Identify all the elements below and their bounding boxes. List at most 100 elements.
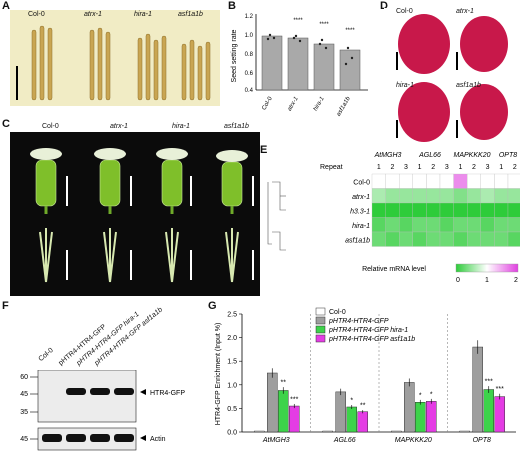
e-repeat-num: 2 bbox=[513, 164, 517, 171]
e-cell bbox=[385, 231, 400, 247]
e-cell bbox=[480, 217, 495, 233]
e-repeat-num: 1 bbox=[458, 164, 462, 171]
b-xtick: hira-1 bbox=[313, 96, 326, 112]
e-cell bbox=[385, 202, 400, 218]
e-cell bbox=[467, 202, 481, 218]
g-legend-swatch bbox=[315, 334, 326, 343]
d-label-atrx: atrx-1 bbox=[456, 8, 474, 15]
e-gene-label: MAPKKK20 bbox=[454, 152, 491, 159]
e-cell bbox=[426, 231, 441, 247]
flower-photo bbox=[10, 132, 260, 296]
e-legend-tick: 0 bbox=[456, 277, 460, 284]
f-lane-label: Col-0 bbox=[37, 346, 55, 363]
e-cell bbox=[467, 217, 481, 233]
e-repeat-num: 2 bbox=[390, 164, 394, 171]
g-bar bbox=[459, 430, 470, 433]
a-label-col0: Col-0 bbox=[28, 11, 45, 18]
g-ylabel: HTR4-GFP Enrichment (Input %) bbox=[215, 323, 222, 426]
e-cell bbox=[439, 217, 454, 233]
panel-label-g: G bbox=[208, 300, 217, 312]
panel-label-b: B bbox=[228, 0, 236, 12]
anther-photo bbox=[384, 8, 518, 148]
e-cell bbox=[412, 173, 427, 189]
g-bar bbox=[278, 390, 289, 433]
b-bar bbox=[287, 37, 309, 91]
e-cell bbox=[371, 231, 386, 247]
g-xtick: MAPKKK20 bbox=[395, 437, 432, 444]
e-repeat-num: 1 bbox=[377, 164, 381, 171]
b-ytick: 0.6 bbox=[245, 71, 254, 77]
e-cell bbox=[399, 188, 413, 204]
g-legend-label: pHTR4-HTR4-GFP asf1a1b bbox=[328, 336, 415, 343]
seed-setting-chart: 1.2 1.0 0.8 0.6 0.4 Seed setting rate **… bbox=[231, 14, 368, 117]
anther-drawing bbox=[396, 14, 508, 142]
e-cell bbox=[399, 217, 413, 233]
panel-label-c: C bbox=[2, 118, 10, 130]
e-cell bbox=[439, 231, 454, 247]
g-legend-label: Col-0 bbox=[329, 309, 346, 316]
e-repeat-num: 2 bbox=[472, 164, 476, 171]
e-gene-label: OPT8 bbox=[499, 152, 517, 159]
g-bar bbox=[335, 391, 346, 433]
g-star: ** bbox=[360, 403, 366, 410]
e-cell bbox=[453, 202, 468, 218]
e-cell bbox=[439, 173, 454, 189]
e-cell bbox=[480, 173, 495, 189]
c-label-asf: asf1a1b bbox=[224, 123, 249, 130]
g-bar bbox=[267, 372, 278, 433]
e-legend-tick: 2 bbox=[514, 277, 518, 284]
panel-label-e: E bbox=[260, 144, 268, 156]
g-bar bbox=[289, 405, 300, 433]
a-label-hira: hira-1 bbox=[134, 11, 152, 18]
expression-heatmap: AtMGH3 AGL66 MAPKKK20 OPT8 Repeat 1 2 3 1 2 3… bbox=[267, 152, 520, 284]
e-cell bbox=[467, 173, 481, 189]
e-repeat-num: 2 bbox=[431, 164, 435, 171]
g-ytick: 1.5 bbox=[227, 359, 237, 366]
g-xtick: AtMGH3 bbox=[262, 437, 290, 444]
e-cell bbox=[399, 231, 413, 247]
e-cell bbox=[385, 173, 400, 189]
g-bar bbox=[346, 406, 357, 433]
g-bar bbox=[357, 411, 368, 433]
e-repeat-num: 3 bbox=[486, 164, 490, 171]
g-star: *** bbox=[290, 396, 298, 403]
g-xtick: AGL66 bbox=[333, 437, 356, 444]
b-ytick: 1.2 bbox=[245, 14, 254, 20]
g-bar bbox=[391, 430, 402, 433]
e-cell bbox=[480, 202, 495, 218]
e-cell bbox=[507, 202, 520, 218]
g-xtick: OPT8 bbox=[473, 437, 491, 444]
e-row-label: atrx-1 bbox=[352, 194, 370, 201]
g-bar bbox=[415, 402, 426, 433]
g-bar bbox=[483, 389, 494, 433]
g-legend-swatch bbox=[315, 307, 326, 316]
e-cell bbox=[412, 217, 427, 233]
g-ytick: 2.0 bbox=[227, 335, 237, 342]
e-gene-label: AtMGH3 bbox=[374, 152, 402, 159]
e-legend-tick: 1 bbox=[485, 277, 489, 284]
e-legend-title: Relative mRNA level bbox=[362, 266, 426, 273]
g-bar bbox=[426, 401, 437, 433]
g-bar bbox=[254, 430, 265, 433]
g-star: *** bbox=[496, 386, 504, 393]
g-star: * bbox=[419, 392, 422, 399]
g-ytick: 0.0 bbox=[227, 430, 237, 437]
e-cell bbox=[426, 217, 441, 233]
e-cell bbox=[507, 188, 520, 204]
e-cell bbox=[494, 217, 509, 233]
f-band-htr4: HTR4-GFP bbox=[150, 390, 185, 397]
e-repeat-num: 3 bbox=[404, 164, 408, 171]
f-band-actin: Actin bbox=[150, 436, 166, 443]
g-star: ** bbox=[281, 379, 287, 386]
silique-photo bbox=[10, 10, 220, 106]
g-bar bbox=[404, 382, 415, 433]
b-ytick: 0.8 bbox=[245, 52, 254, 58]
e-cell bbox=[371, 217, 386, 233]
b-stars: **** bbox=[345, 28, 355, 34]
g-legend-swatch bbox=[315, 325, 326, 334]
flower-drawing bbox=[30, 148, 254, 283]
g-star: *** bbox=[485, 378, 493, 385]
e-row-label: hira-1 bbox=[352, 223, 370, 230]
e-cell bbox=[480, 231, 495, 247]
a-label-atrx: atrx-1 bbox=[84, 11, 102, 18]
